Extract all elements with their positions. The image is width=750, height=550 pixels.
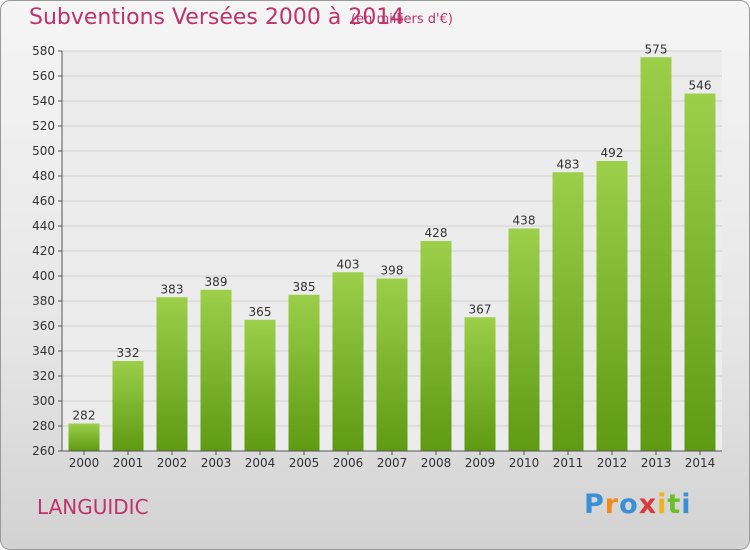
data-label: 332	[117, 346, 140, 360]
x-tick-label: 2013	[641, 456, 672, 470]
bar	[112, 361, 144, 451]
bar	[156, 297, 188, 451]
commune-name: LANGUIDIC	[37, 495, 149, 519]
x-tick-label: 2005	[289, 456, 320, 470]
bar	[376, 278, 408, 451]
x-tick-label: 2002	[157, 456, 188, 470]
data-label: 282	[73, 409, 96, 423]
y-tick-label: 400	[32, 269, 55, 283]
y-tick-label: 340	[32, 344, 55, 358]
y-tick-label: 360	[32, 319, 55, 333]
data-label: 385	[293, 280, 316, 294]
data-label: 398	[381, 264, 404, 278]
bar	[288, 294, 320, 451]
bar	[200, 289, 232, 451]
data-label: 483	[557, 157, 580, 171]
x-tick-label: 2011	[553, 456, 584, 470]
data-label: 428	[425, 226, 448, 240]
bar	[464, 317, 496, 451]
bar	[596, 161, 628, 451]
y-tick-label: 580	[32, 44, 55, 58]
bar	[552, 172, 584, 451]
data-label: 383	[161, 282, 184, 296]
data-label: 389	[205, 275, 228, 289]
bar	[640, 57, 672, 451]
chart-title: Subventions Versées 2000 à 2014	[29, 5, 405, 30]
x-tick-label: 2006	[333, 456, 364, 470]
bar	[332, 272, 364, 451]
bar	[68, 423, 100, 451]
y-tick-label: 500	[32, 144, 55, 158]
y-tick-label: 480	[32, 169, 55, 183]
y-tick-label: 380	[32, 294, 55, 308]
logo-letter: i	[657, 489, 668, 520]
data-label: 546	[689, 79, 712, 93]
x-tick-label: 2009	[465, 456, 496, 470]
data-label: 365	[249, 305, 272, 319]
x-tick-label: 2003	[201, 456, 232, 470]
x-tick-label: 2004	[245, 456, 276, 470]
y-tick-label: 260	[32, 444, 55, 458]
bar	[684, 93, 716, 451]
logo-letter: i	[681, 489, 692, 520]
bar	[420, 241, 452, 451]
x-tick-label: 2010	[509, 456, 540, 470]
y-tick-label: 300	[32, 394, 55, 408]
y-tick-label: 520	[32, 119, 55, 133]
x-tick-label: 2000	[69, 456, 100, 470]
logo-letter: P	[584, 489, 605, 520]
y-tick-label: 280	[32, 419, 55, 433]
y-tick-label: 540	[32, 94, 55, 108]
data-label: 492	[601, 146, 624, 160]
y-tick-label: 320	[32, 369, 55, 383]
data-label: 367	[469, 302, 492, 316]
x-tick-label: 2008	[421, 456, 452, 470]
logo-letter: o	[619, 489, 639, 520]
bar	[508, 228, 540, 451]
x-tick-label: 2001	[113, 456, 144, 470]
logo-letter: x	[638, 489, 658, 520]
data-label: 575	[645, 42, 668, 56]
bar	[244, 319, 276, 451]
data-label: 403	[337, 257, 360, 271]
y-tick-label: 440	[32, 219, 55, 233]
logo-letter: t	[667, 489, 682, 520]
logo-letter: r	[604, 489, 620, 520]
x-tick-label: 2007	[377, 456, 408, 470]
data-label: 438	[513, 214, 536, 228]
y-tick-label: 460	[32, 194, 55, 208]
bar-chart: 282 332 383 389 365 385 403 398 428 367 438 483 492 5…	[32, 42, 722, 470]
y-tick-label: 560	[32, 69, 55, 83]
proxiti-logo: Proxiti	[584, 489, 692, 520]
x-tick-label: 2014	[685, 456, 716, 470]
y-tick-label: 420	[32, 244, 55, 258]
chart-subtitle: (en milliers d'€)	[351, 12, 453, 27]
x-tick-label: 2012	[597, 456, 628, 470]
